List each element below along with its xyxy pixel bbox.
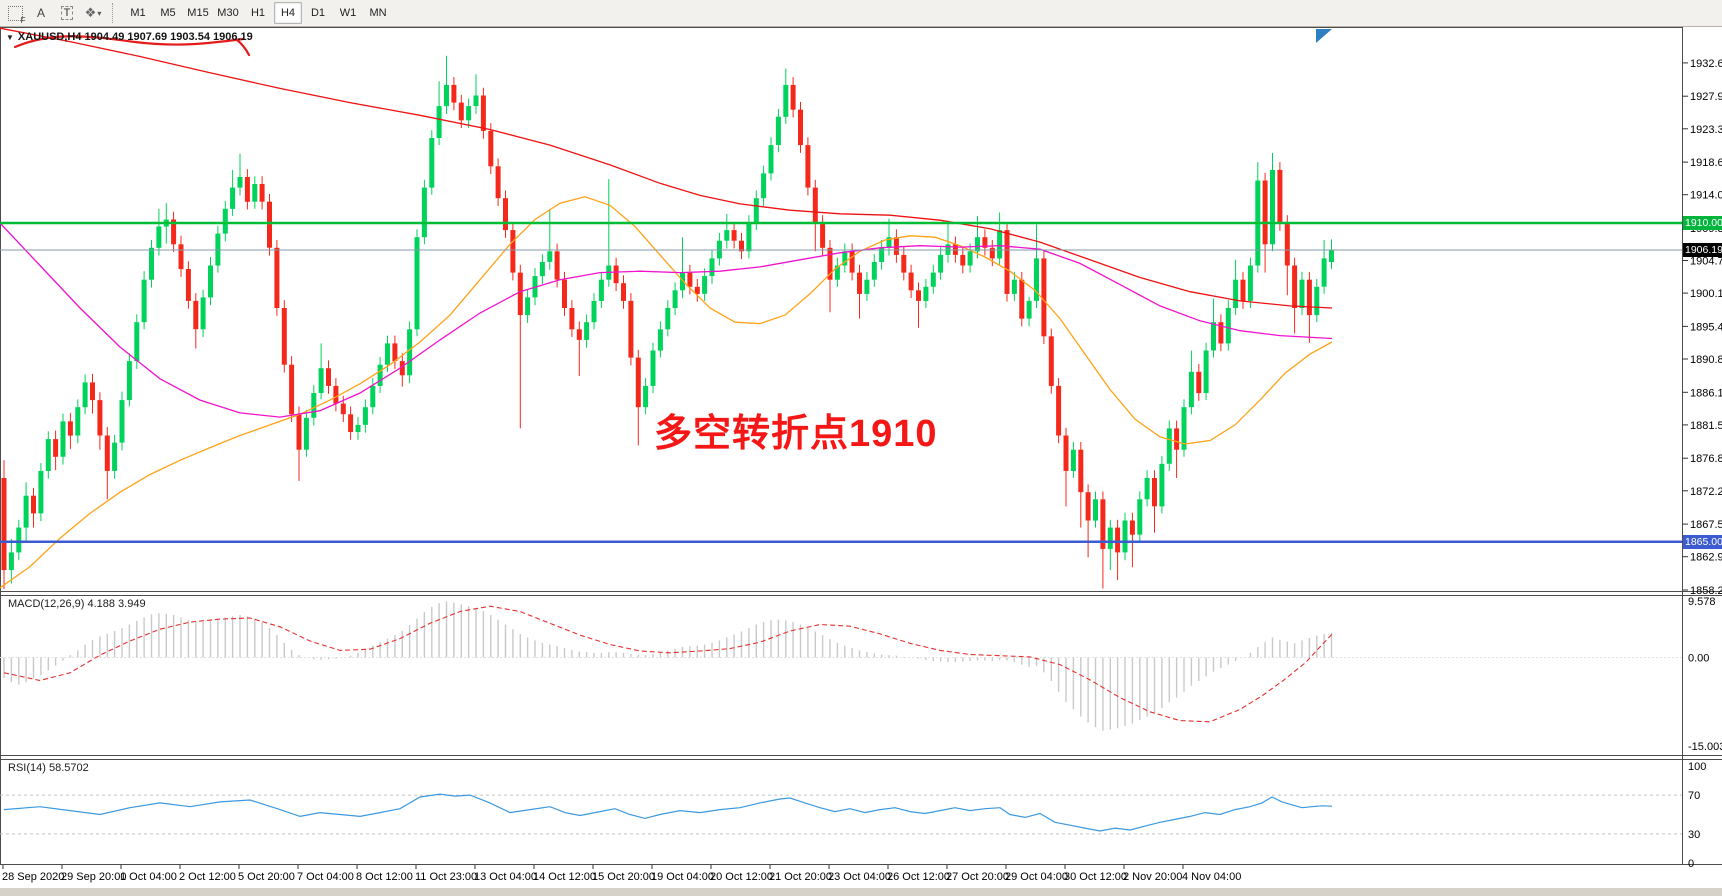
macd-axis-label: -15.003 xyxy=(1688,741,1722,753)
time-tick-label: 2 Oct 12:00 xyxy=(179,871,236,883)
time-tick-label: 11 Oct 23:00 xyxy=(415,871,477,883)
time-tick-label: 20 Oct 12:00 xyxy=(710,871,773,883)
window-bottom-strip xyxy=(0,888,1722,896)
chart-end-marker-icon xyxy=(1316,29,1332,43)
time-tick-label: 21 Oct 20:00 xyxy=(769,871,832,883)
macd-indicator-label: MACD(12,26,9) 4.188 3.949 xyxy=(8,598,146,610)
price-tag-resistance: 1910.00 xyxy=(1683,216,1722,230)
time-tick-label: 15 Oct 20:00 xyxy=(592,871,655,883)
time-tick-label: 4 Nov 04:00 xyxy=(1182,871,1241,883)
freehand-scribble[interactable] xyxy=(13,35,251,57)
time-tick-label: 8 Oct 12:00 xyxy=(356,871,413,883)
objects-icon[interactable]: ❖ ▾ xyxy=(84,5,102,20)
annotation-text[interactable]: 多空转折点1910 xyxy=(654,413,938,455)
timeframe-button-h4[interactable]: H4 xyxy=(274,2,302,24)
price-tick-label: 1858.20 xyxy=(1690,585,1722,597)
timeframe-button-d1[interactable]: D1 xyxy=(310,7,326,19)
macd-histogram xyxy=(0,601,1682,731)
price-tick-label: 1876.80 xyxy=(1690,453,1722,465)
rsi-axis-label: 70 xyxy=(1688,790,1700,802)
text-box-icon[interactable]: T xyxy=(56,3,78,23)
time-tick-label: 14 Oct 12:00 xyxy=(533,871,596,883)
timeframe-button-mn[interactable]: MN xyxy=(369,7,387,19)
time-tick-label: 5 Oct 20:00 xyxy=(238,871,295,883)
price-tick-label: 1932.60 xyxy=(1690,58,1722,70)
rsi-line xyxy=(3,793,1333,832)
macd-signal-line xyxy=(3,605,1333,723)
rsi-axis-label: 100 xyxy=(1688,761,1706,773)
toolbar-separator xyxy=(112,3,118,23)
chart-title: ▼ XAUUSD,H4 1904.49 1907.69 1903.54 1906… xyxy=(6,31,253,43)
time-tick-label: 13 Oct 04:00 xyxy=(474,871,537,883)
timeframe-button-m30[interactable]: M30 xyxy=(217,7,239,19)
price-tick-label: 1914.00 xyxy=(1690,190,1722,202)
ma-mid-magenta xyxy=(0,222,1333,418)
time-tick-label: 23 Oct 04:00 xyxy=(828,871,891,883)
price-tick-label: 1927.90 xyxy=(1690,91,1722,103)
timeframe-button-h1[interactable]: H1 xyxy=(250,7,266,19)
rsi-axis-label: 30 xyxy=(1688,829,1700,841)
price-tick-label: 1923.30 xyxy=(1690,124,1722,136)
timeframe-button-m1[interactable]: M1 xyxy=(130,7,146,19)
rsi-axis-label: 0 xyxy=(1688,858,1694,870)
price-axis[interactable]: 1932.601927.901923.301918.601914.001909.… xyxy=(1682,58,1722,870)
pane-borders xyxy=(0,27,1722,865)
timeframe-button-w1[interactable]: W1 xyxy=(339,7,357,19)
time-tick-label: 29 Oct 04:00 xyxy=(1005,871,1068,883)
ma-fast-orange xyxy=(0,196,1333,589)
price-tick-label: 1918.60 xyxy=(1690,157,1722,169)
price-tag-current: 1906.19 xyxy=(1683,243,1722,257)
timeframe-buttons: M1 M5 M15 M30 H1 H4 D1 W1 MN xyxy=(123,2,393,24)
price-tick-label: 1895.40 xyxy=(1690,321,1722,333)
time-tick-label: 26 Oct 12:00 xyxy=(887,871,950,883)
ma-slow-red xyxy=(0,27,1333,309)
price-tick-label: 1881.50 xyxy=(1690,420,1722,432)
time-tick-label: 1 Oct 04:00 xyxy=(120,871,177,883)
price-tag-support: 1865.00 xyxy=(1683,535,1722,549)
grid-icon[interactable]: F xyxy=(4,3,26,25)
price-tick-label: 1872.20 xyxy=(1690,486,1722,498)
price-tick-label: 1867.50 xyxy=(1690,519,1722,531)
time-tick-label: 29 Sep 20:00 xyxy=(61,871,126,883)
price-tick-label: 1862.90 xyxy=(1690,552,1722,564)
time-tick-label: 7 Oct 04:00 xyxy=(297,871,354,883)
timeframe-button-m5[interactable]: M5 xyxy=(160,7,176,19)
rsi-indicator-label: RSI(14) 58.5702 xyxy=(8,762,89,774)
price-tick-label: 1900.10 xyxy=(1690,288,1722,300)
time-tick-label: 27 Oct 20:00 xyxy=(946,871,1009,883)
time-tick-label: 30 Oct 12:00 xyxy=(1064,871,1127,883)
time-tick-label: 2 Nov 20:00 xyxy=(1123,871,1182,883)
macd-axis-label: 0.00 xyxy=(1688,653,1709,665)
time-tick-label: 28 Sep 2020 xyxy=(2,871,64,883)
price-tick-label: 1904.70 xyxy=(1690,256,1722,268)
chart-toolbar: F A T ❖ ▾ M1 M5 M15 M30 H1 H4 D1 W1 MN xyxy=(0,0,1722,27)
timeframe-button-m15[interactable]: M15 xyxy=(187,7,209,19)
candles-layer xyxy=(1,55,1334,590)
collapse-triangle-icon[interactable]: ▼ xyxy=(6,32,14,42)
macd-axis-label: 9.578 xyxy=(1688,596,1716,608)
chart-canvas[interactable]: 1932.601927.901923.301918.601914.001909.… xyxy=(0,26,1722,896)
price-tick-label: 1886.10 xyxy=(1690,387,1722,399)
time-tick-label: 19 Oct 04:00 xyxy=(651,871,714,883)
price-tick-label: 1890.80 xyxy=(1690,354,1722,366)
chevron-down-icon: ▾ xyxy=(97,8,102,18)
text-label-icon[interactable]: A xyxy=(36,6,45,20)
